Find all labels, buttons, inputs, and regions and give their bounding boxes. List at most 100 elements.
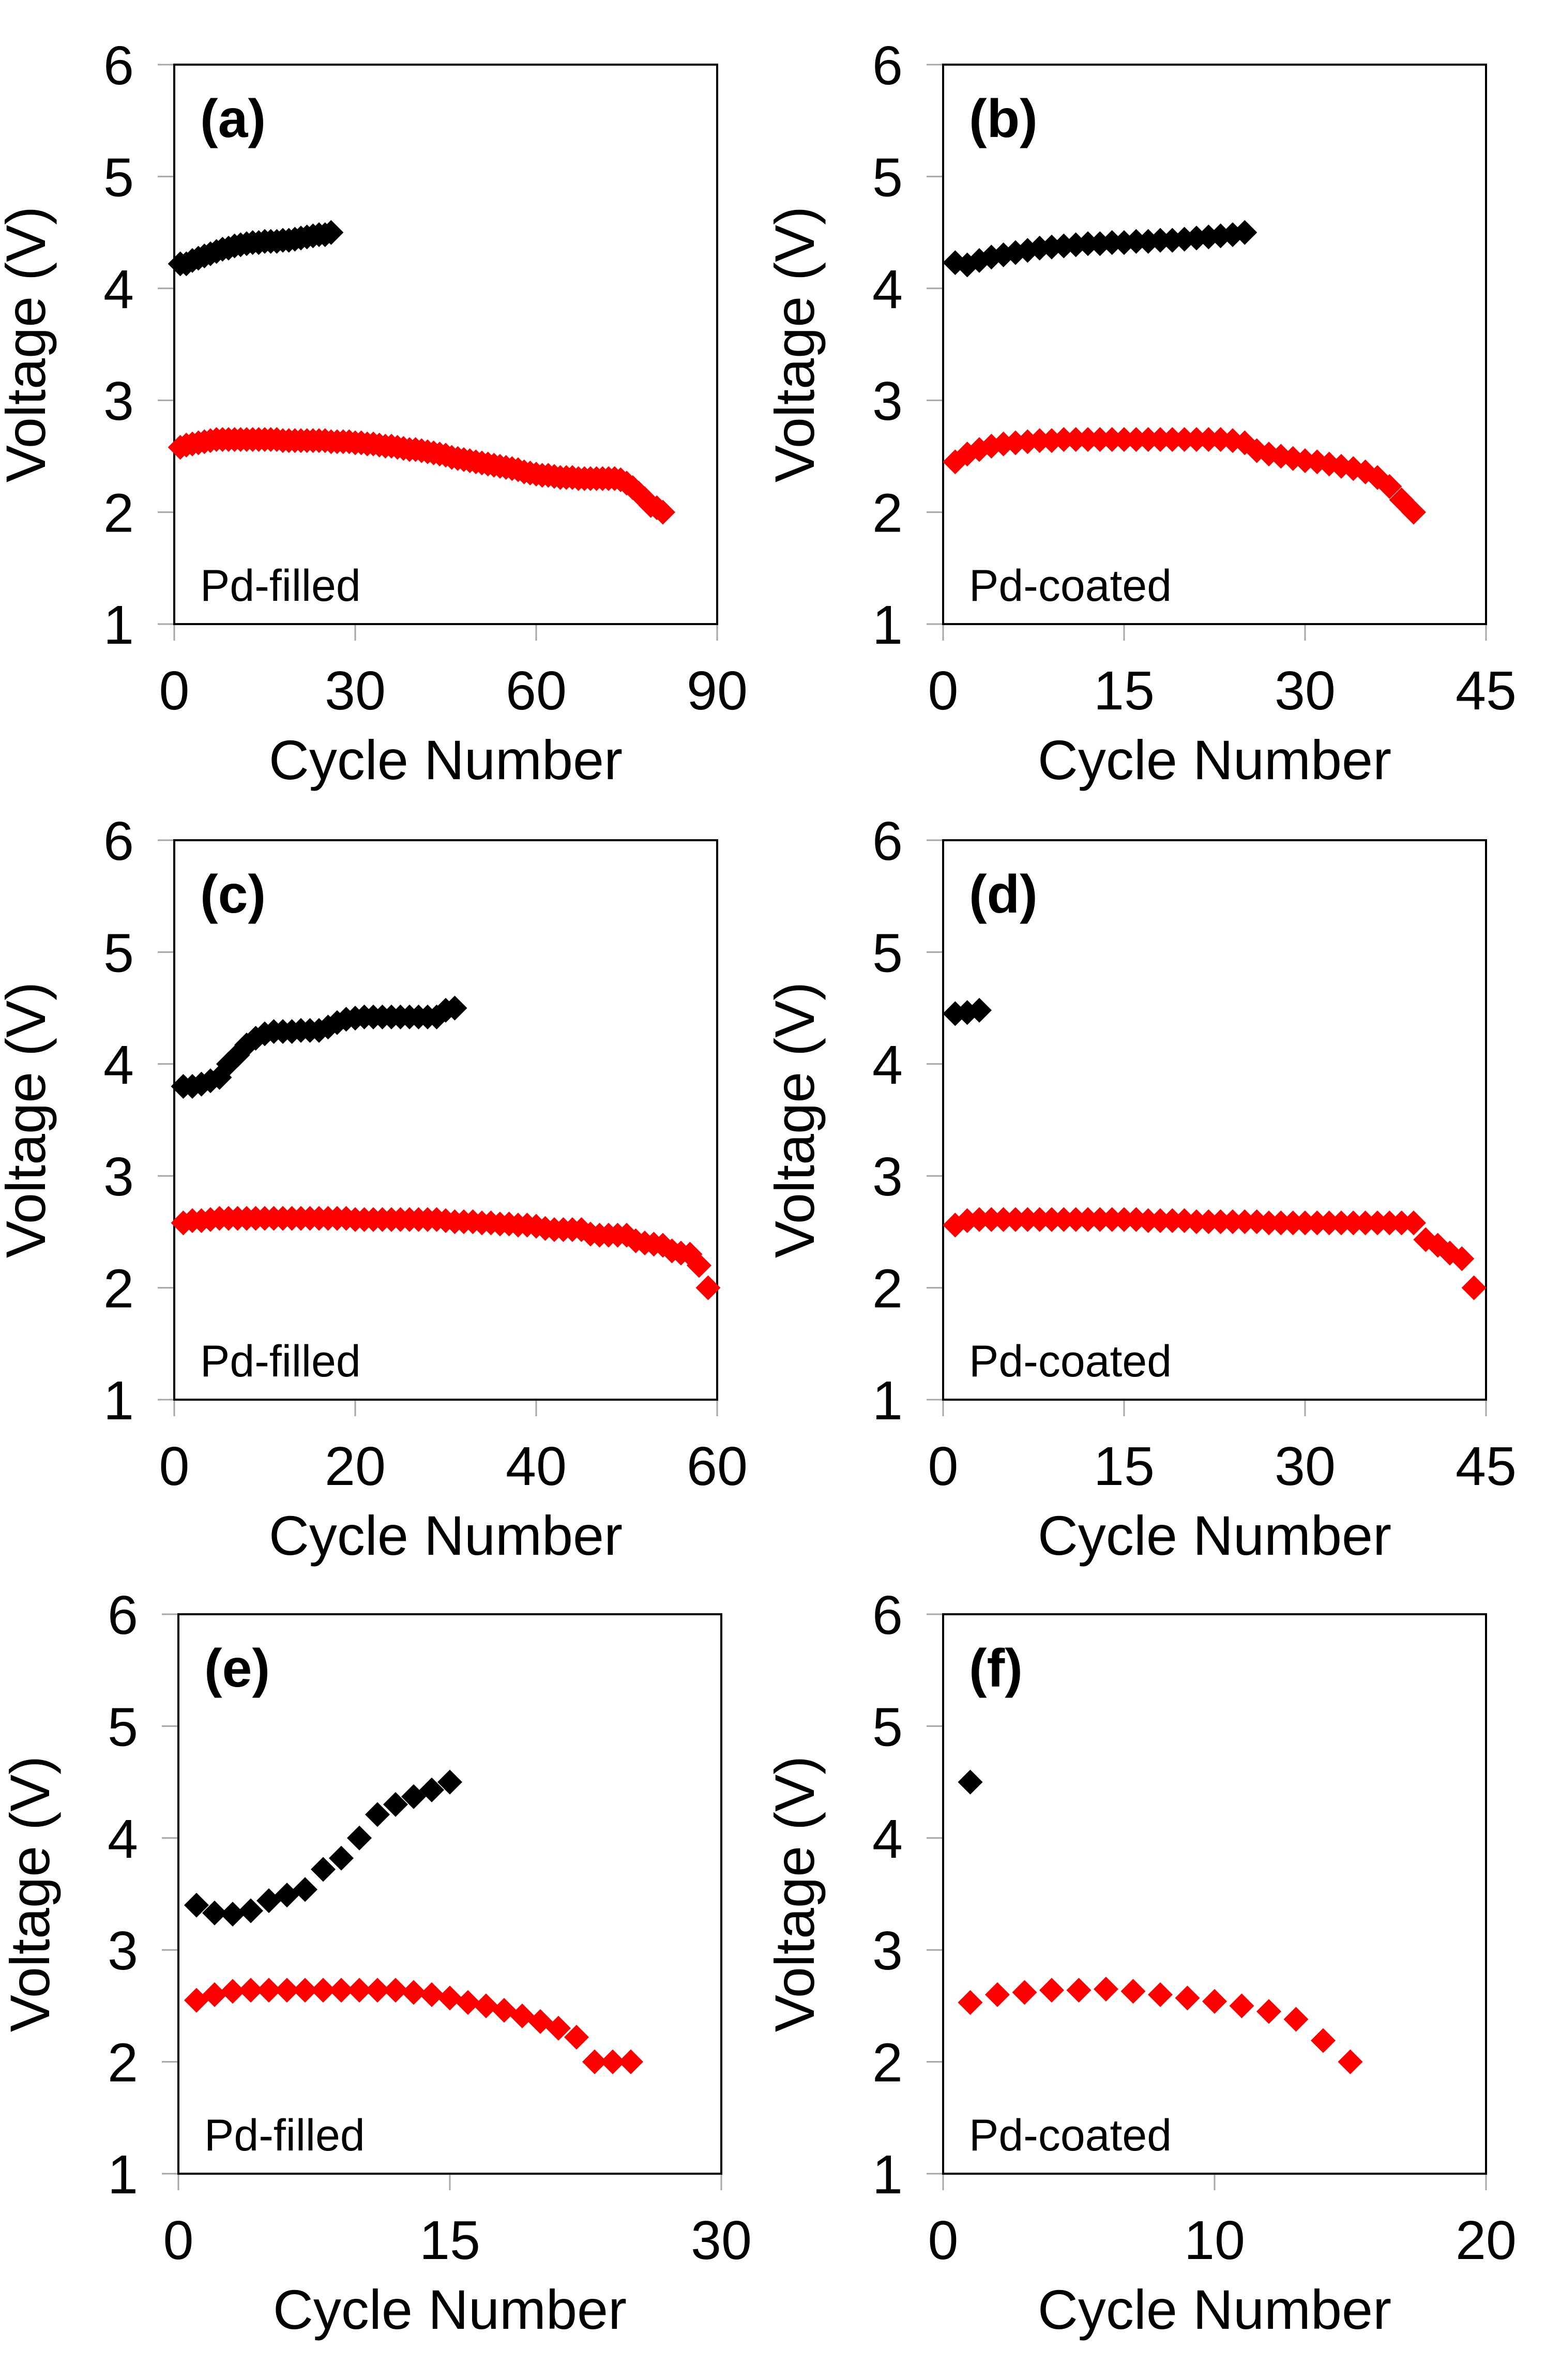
discharge-point (1377, 474, 1402, 499)
y-tick-label: 6 (872, 35, 903, 96)
y-tick-label: 3 (872, 1146, 903, 1207)
discharge-point (1449, 1246, 1475, 1271)
y-tick-label: 5 (872, 922, 903, 983)
panel-label: (e) (204, 1639, 270, 1699)
discharge-point (311, 1978, 336, 2003)
x-tick-label: 30 (691, 2210, 752, 2271)
y-tick-label: 6 (103, 811, 134, 872)
y-tick-label: 2 (108, 2033, 138, 2094)
discharge-point (347, 1978, 372, 2003)
charge-point (437, 1769, 462, 1795)
x-tick-label: 45 (1456, 660, 1517, 721)
discharge-series (958, 1976, 1363, 2074)
sample-annotation: Pd-filled (200, 561, 361, 611)
y-axis-title: Voltage (V) (763, 982, 826, 1258)
x-axis-title: Cycle Number (269, 729, 623, 791)
discharge-series (184, 1978, 643, 2074)
discharge-point (329, 1978, 354, 2003)
y-tick-label: 6 (108, 1585, 138, 1646)
y-tick-label: 5 (103, 922, 134, 983)
discharge-point (1461, 1275, 1487, 1300)
panel-label: (a) (200, 89, 266, 149)
y-axis-title: Voltage (V) (763, 1756, 826, 2032)
charge-point (958, 1769, 983, 1795)
charge-point (442, 995, 467, 1021)
y-tick-label: 5 (103, 147, 134, 208)
discharge-point (256, 1978, 281, 2003)
y-tick-label: 1 (872, 595, 903, 656)
panel-label: (d) (969, 865, 1038, 924)
chart-panel-e: 1 2 3 4 5 6 0 15 30 Cycle Number Voltage (V) (e) Pd-… (0, 1585, 752, 2341)
y-tick-label: 2 (103, 483, 134, 544)
discharge-series (943, 1207, 1487, 1300)
x-tick-label: 10 (1184, 2210, 1245, 2271)
x-axis-title: Cycle Number (1038, 729, 1391, 791)
charge-point (1232, 220, 1257, 245)
charge-point (954, 252, 980, 278)
charge-point (419, 1777, 444, 1802)
x-tick-label: 0 (163, 2210, 194, 2271)
discharge-point (275, 1978, 299, 2003)
sample-annotation: Pd-coated (969, 561, 1172, 611)
x-tick-label: 20 (1456, 2210, 1517, 2271)
y-tick-label: 2 (872, 2033, 903, 2094)
y-tick-label: 3 (103, 1146, 134, 1207)
discharge-point (687, 1253, 711, 1278)
y-tick-label: 2 (872, 1259, 903, 1320)
y-tick-label: 3 (872, 1920, 903, 1981)
y-tick-label: 1 (103, 595, 134, 656)
x-tick-label: 30 (1275, 660, 1336, 721)
discharge-series (943, 427, 1426, 525)
discharge-point (401, 1980, 426, 2005)
discharge-point (1401, 499, 1426, 525)
charge-point (220, 1901, 245, 1927)
x-axis-title: Cycle Number (269, 1504, 623, 1567)
charge-series (168, 220, 344, 277)
x-tick-label: 60 (506, 660, 567, 721)
plot-frame (173, 64, 718, 625)
discharge-point (546, 2015, 571, 2041)
plot-frame (177, 1613, 722, 2175)
x-tick-label: 45 (1456, 1436, 1517, 1497)
y-tick-label: 5 (108, 1696, 138, 1757)
y-axis-title: Voltage (V) (0, 982, 57, 1258)
discharge-point (600, 2049, 625, 2074)
charge-point (365, 1802, 390, 1827)
x-tick-label: 15 (1094, 660, 1155, 721)
sample-annotation: Pd-filled (200, 1337, 361, 1386)
sample-annotation: Pd-coated (969, 1337, 1172, 1386)
charge-series (943, 220, 1257, 278)
y-tick-label: 4 (872, 1809, 903, 1870)
y-axis-title: Voltage (V) (0, 206, 57, 482)
discharge-point (1202, 1989, 1227, 2014)
y-tick-label: 3 (872, 371, 903, 432)
discharge-point (1094, 1976, 1118, 2002)
x-axis-title: Cycle Number (1038, 1504, 1391, 1567)
discharge-point (564, 2024, 589, 2050)
sample-annotation: Pd-coated (969, 2111, 1172, 2160)
discharge-point (456, 1990, 480, 2015)
y-tick-label: 2 (103, 1259, 134, 1320)
x-tick-label: 30 (1275, 1436, 1336, 1497)
discharge-point (582, 2049, 607, 2074)
discharge-point (1175, 1985, 1200, 2011)
y-tick-label: 4 (872, 259, 903, 320)
plot-frame (942, 64, 1487, 625)
charge-point (329, 1845, 354, 1871)
y-tick-label: 5 (872, 147, 903, 208)
panel-label: (b) (969, 89, 1038, 149)
sample-annotation: Pd-filled (204, 2111, 365, 2160)
charge-point (238, 1898, 263, 1923)
y-tick-label: 6 (872, 811, 903, 872)
y-tick-label: 3 (108, 1920, 138, 1981)
charge-series (958, 1769, 983, 1795)
x-tick-label: 0 (928, 2210, 959, 2271)
x-axis-title: Cycle Number (1038, 2278, 1391, 2341)
plot-frame (942, 839, 1487, 1401)
panel-label: (f) (969, 1639, 1023, 1699)
discharge-point (985, 1982, 1010, 2007)
x-tick-label: 20 (325, 1436, 386, 1497)
x-tick-label: 0 (159, 1436, 190, 1497)
